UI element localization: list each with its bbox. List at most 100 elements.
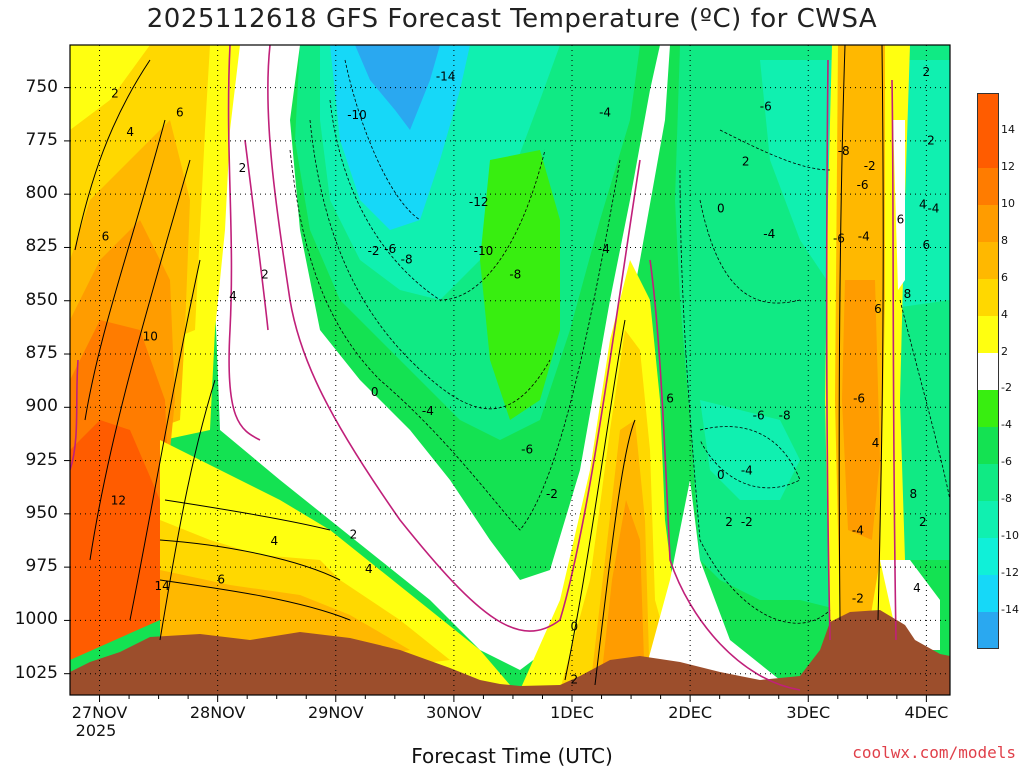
contour-label: -6 [853,391,865,405]
contour-label: -4 [858,229,870,243]
y-tick-label: 950 [25,502,58,523]
colorbar-segment [978,241,998,280]
plot-frame [69,44,951,696]
contour-label: -4 [599,106,611,120]
contour-label: -2 [368,244,380,258]
zero-isotherm [70,45,897,691]
contour-label: 4 [872,436,880,450]
colorbar-label: 14 [1001,122,1015,136]
contour-label: 10 [143,329,158,343]
contour-label: -2 [864,159,876,173]
contour-label: 2 [261,268,269,282]
y-tick-label: 925 [25,449,58,470]
contour-label: -4 [598,242,610,256]
contour-label: 6 [176,106,184,120]
credit-link[interactable]: coolwx.com/models [852,743,1016,762]
contour-label: -2 [546,487,558,501]
colorbar-label: 4 [1001,307,1008,321]
contour-label: 2 [919,515,927,529]
y-tick-label: 975 [25,556,58,577]
colorbar-label: -6 [1001,455,1012,469]
contour-label: 4 [913,581,921,595]
contour-label: -6 [760,99,772,113]
colorbar-segment [978,352,998,390]
contour-label: 0 [717,468,725,482]
contour-label: 0 [571,619,579,633]
contour-label: 4 [919,197,927,211]
region-coldest-trough [330,45,470,230]
x-axis-title: Forecast Time (UTC) [411,744,613,768]
x-tick-label: 4DEC [904,703,949,722]
contour-label: 12 [111,494,126,508]
colorbar-label: -8 [1001,492,1012,506]
grid-layer [70,45,950,695]
contour-label: 6 [102,229,110,243]
contour-label: -10 [347,108,367,122]
y-tick-label: 875 [25,343,58,364]
contour-label: -4 [763,227,775,241]
x-tick-label: 1DEC [550,703,594,722]
contour-label: 8 [904,287,912,301]
colorbar-label: 8 [1001,233,1008,247]
contour-label: 6 [897,212,905,226]
colorbar-segment [978,500,998,538]
contour-label: -8 [838,144,850,158]
contour-label: -2 [923,133,935,147]
colorbar-label: 10 [1001,196,1015,210]
y-tick-label: 900 [25,396,58,417]
contour-label: 2 [725,515,733,529]
contour-lines-negative [289,59,950,624]
contour-label: -8 [779,408,791,422]
y-tick-label: 825 [25,236,58,257]
contour-label: -14 [436,69,456,83]
colorbar-segment [978,315,998,354]
contour-label: 4 [229,289,237,303]
contour-label: 0 [371,385,379,399]
colorbar-segment [978,167,998,206]
region-cold-east-core [700,400,800,500]
x-tick-label: 30NOV [426,703,482,722]
contour-label: -6 [384,242,396,256]
colorbar-label: -14 [1001,603,1019,617]
x-tick-label: 28NOV [189,703,246,722]
contour-label: 6 [923,238,931,252]
contour-label: -6 [521,442,533,456]
contour-label: 2 [742,155,750,169]
colorbar-label: -12 [1001,566,1019,580]
region-warm-east-zero [893,120,905,290]
contour-label: -6 [833,231,845,245]
region-warm-west-12 [70,420,160,660]
colorbar-segment [978,130,998,169]
colorbar-segment [978,537,998,575]
chart-title: 2025112618 GFS Forecast Temperature (ºC)… [146,4,878,34]
contour-label: 4 [365,562,373,576]
contour-label: 2 [111,87,119,101]
contour-label: -4 [422,404,434,418]
contour-label: 8 [910,487,918,501]
colorbar-label: -10 [1001,529,1019,543]
colorbar-segment [978,611,998,649]
contour-label: 2 [923,65,931,79]
contour-label: 6 [217,572,225,586]
colorbar-label: -4 [1001,418,1012,432]
colorbar-segment [978,389,998,427]
year-label: 2025 [75,721,117,740]
x-tick-label: 3DEC [786,703,831,722]
contour-label: -10 [474,244,494,258]
region-minus14 [355,45,440,130]
region-zero-band [215,45,670,670]
region-warm-spike-8 [600,500,645,690]
colorbar-segment [978,204,998,243]
contour-label: -2 [852,592,864,606]
contour-label: 6 [874,302,882,316]
colorbar-label: 2 [1001,344,1008,358]
contour-label: 4 [126,125,134,139]
contour-label: -2 [741,515,753,529]
x-tick-label: 2DEC [668,703,713,722]
colorbar-label: 6 [1001,270,1008,284]
y-tick-label: 1025 [14,662,58,683]
contour-label: -6 [753,408,765,422]
region-green-tongue [480,150,560,420]
